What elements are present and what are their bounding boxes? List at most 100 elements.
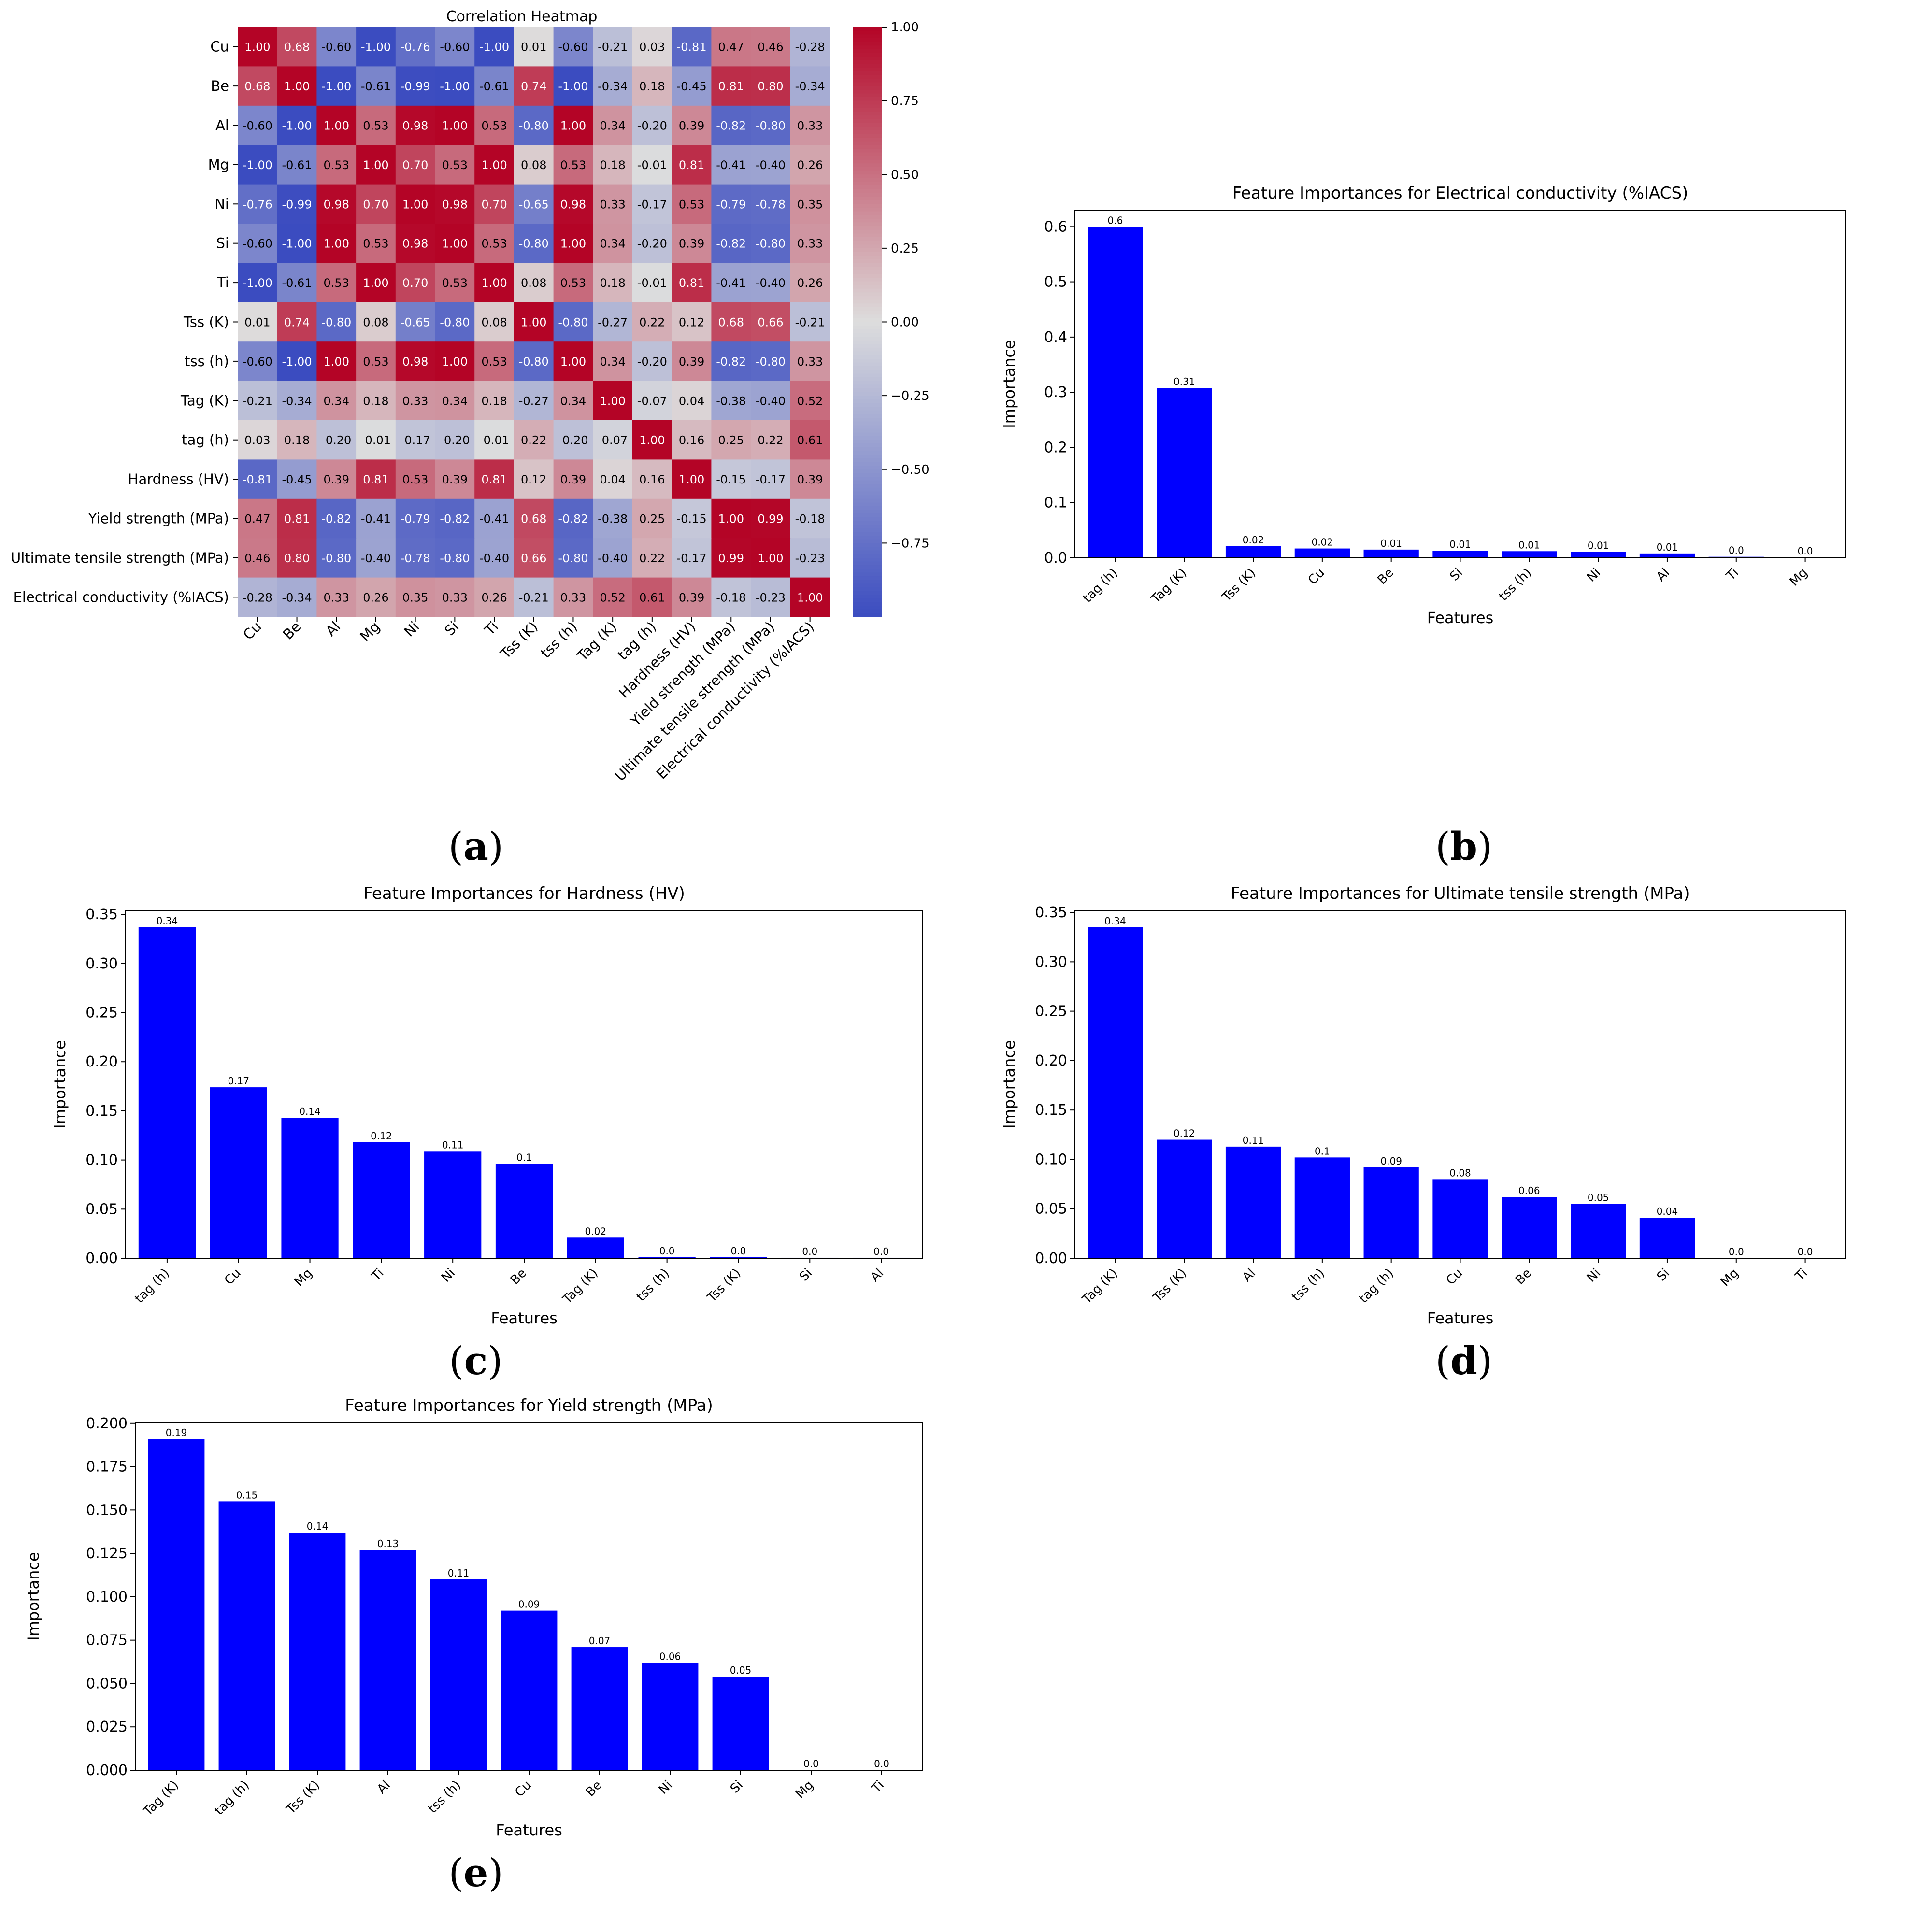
colorbar-segment (853, 362, 882, 367)
heatmap-cell-value: -0.34 (598, 80, 628, 93)
x-tick-label: Cu (222, 1266, 244, 1288)
colorbar-segment (853, 370, 882, 374)
heatmap-cell-value: -0.60 (243, 355, 272, 369)
heatmap-cell-value: 0.25 (718, 434, 744, 447)
heatmap-column-label: Mg (357, 618, 383, 645)
heatmap-cell (514, 302, 554, 342)
bar (1708, 556, 1764, 558)
y-axis-label: Importance (24, 1552, 43, 1640)
bar-data-label: 0.0 (659, 1245, 675, 1257)
heatmap-cell-value: 0.26 (797, 276, 823, 290)
heatmap-cell (711, 302, 751, 342)
heatmap-cell-value: 0.04 (600, 473, 625, 486)
heatmap-cell-value: -0.18 (795, 512, 825, 526)
heatmap-cell-value: 0.80 (758, 80, 783, 93)
colorbar-segment (853, 49, 882, 54)
heatmap-cell-value: 0.81 (363, 473, 388, 486)
heatmap-cell-value: 0.81 (481, 473, 507, 486)
heatmap-cell (672, 420, 712, 460)
heatmap-cell (514, 66, 554, 106)
colorbar-segment (853, 42, 882, 46)
bar-data-label: 0.0 (1798, 1246, 1813, 1257)
colorbar-segment (853, 267, 882, 271)
heatmap-cell-value: 0.53 (363, 355, 388, 369)
heatmap-cell-value: -0.99 (401, 80, 430, 93)
x-tick-label: Tss (K) (1219, 566, 1259, 605)
heatmap-cell-value: -0.60 (243, 119, 272, 133)
heatmap-cell-value: 0.39 (324, 473, 349, 486)
y-tick-label: 0.1 (1044, 495, 1067, 512)
heatmap-cell (395, 105, 436, 145)
bar (1571, 1204, 1626, 1258)
heatmap-cell (238, 184, 278, 224)
colorbar-segment (853, 119, 882, 124)
heatmap-cell (395, 577, 436, 617)
colorbar-segment (853, 480, 882, 485)
heatmap-cell (790, 341, 830, 382)
colorbar-segment (853, 396, 882, 400)
bar (1571, 552, 1626, 558)
colorbar-tick-label: −0.75 (891, 536, 930, 551)
heatmap-cell (593, 341, 633, 382)
x-tick-label: Ni (439, 1266, 458, 1285)
bar (1502, 551, 1557, 558)
heatmap-cell-value: 0.33 (600, 198, 625, 211)
heatmap-cell (316, 105, 357, 145)
heatmap-row-label: Ti (216, 274, 229, 291)
y-tick-label: 0.30 (1035, 953, 1067, 970)
heatmap-column-label: Ni (401, 618, 423, 640)
heatmap-cell (277, 420, 317, 460)
colorbar-segment (853, 550, 882, 555)
heatmap-cell (790, 302, 830, 342)
heatmap-cell (238, 341, 278, 382)
heatmap-colorbar: 1.00 0.75 0.50 0.25 0.00 −0.25 −0.50 −0.75 (853, 20, 930, 617)
x-tick-label: tag (h) (132, 1266, 172, 1306)
colorbar-segment (853, 307, 882, 312)
heatmap-cell-value: -0.60 (558, 41, 588, 54)
colorbar-segment (853, 211, 882, 216)
heatmap-cell (474, 263, 515, 303)
heatmap-cell-value: -0.76 (243, 198, 272, 211)
bar (138, 927, 196, 1258)
y-tick-label: 0.10 (1035, 1151, 1067, 1168)
heatmap-cell (711, 145, 751, 185)
heatmap-cell-value: -1.00 (282, 119, 312, 133)
heatmap-cell (672, 538, 712, 578)
bar-data-label: 0.06 (659, 1650, 681, 1662)
y-tick-label: 0.15 (1035, 1102, 1067, 1119)
heatmap-cell-value: 0.08 (521, 158, 546, 172)
x-tick-label: Ti (1723, 566, 1742, 584)
heatmap-cell (435, 145, 475, 185)
colorbar-segment (853, 89, 882, 94)
heatmap-cell-value: 0.53 (363, 119, 388, 133)
heatmap-cell (751, 459, 791, 499)
colorbar-segment (853, 67, 882, 72)
heatmap-cell (553, 538, 593, 578)
heatmap-cell (474, 302, 515, 342)
colorbar-segment (853, 326, 882, 330)
colorbar-segment (853, 506, 882, 511)
heatmap-cell (593, 302, 633, 342)
bar (1225, 546, 1281, 558)
bar-data-label: 0.01 (1380, 538, 1402, 549)
heatmap-cell-value: 1.00 (600, 394, 625, 408)
heatmap-cell-value: 0.22 (639, 316, 665, 329)
heatmap-cell (514, 381, 554, 421)
heatmap-cell (632, 184, 673, 224)
y-tick-label: 0.150 (86, 1502, 128, 1519)
colorbar-segment (853, 259, 882, 264)
heatmap-cell-value: -0.99 (282, 198, 312, 211)
heatmap-cell-value: -0.07 (598, 434, 628, 447)
heatmap-cell-value: -0.18 (716, 591, 746, 604)
heatmap-cell-value: -0.27 (598, 316, 628, 329)
heatmap-cell (672, 381, 712, 421)
heatmap-cell-value: -0.80 (558, 552, 588, 565)
x-tick-label: Be (1513, 1266, 1534, 1288)
colorbar-segment (853, 502, 882, 507)
heatmap-cell (277, 459, 317, 499)
colorbar-segment (853, 521, 882, 526)
colorbar-segment (853, 443, 882, 448)
heatmap-cell-value: 0.08 (481, 316, 507, 329)
heatmap-cell-value: 0.68 (521, 512, 546, 526)
